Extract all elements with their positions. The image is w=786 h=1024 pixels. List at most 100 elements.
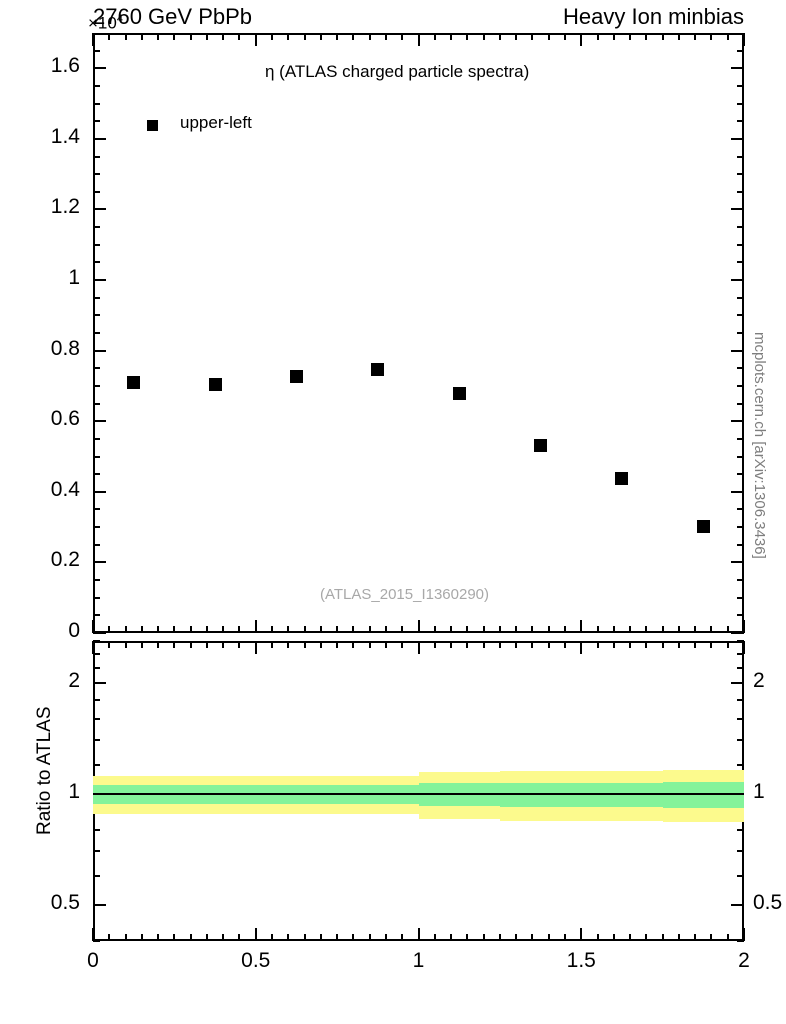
x-tick-ratio: [498, 934, 501, 941]
ratio-y-axis-label: Ratio to ATLAS: [34, 706, 55, 836]
x-tick-ratio: [547, 934, 550, 941]
y-tick-ratio: [737, 739, 744, 742]
x-tick-ratio: [710, 641, 713, 648]
y-tick-label: 1.6: [50, 54, 80, 78]
y-tick-main: [737, 173, 744, 176]
y-tick-main: [737, 455, 744, 458]
x-tick-main: [271, 33, 274, 40]
y-tick-main: [93, 632, 106, 634]
x-tick-main: [466, 33, 469, 40]
y-tick-ratio: [93, 652, 100, 655]
y-tick-ratio: [93, 828, 100, 831]
y-tick-ratio: [737, 875, 744, 877]
x-tick-main: [92, 33, 94, 46]
x-tick-ratio: [694, 934, 697, 941]
x-tick-main: [368, 626, 371, 633]
x-tick-main: [694, 626, 697, 633]
y-tick-main: [737, 437, 744, 440]
x-tick-main: [694, 33, 697, 40]
x-tick-ratio: [450, 934, 453, 941]
x-tick-ratio: [124, 641, 127, 648]
y-tick-ratio: [93, 666, 100, 669]
x-tick-ratio: [222, 934, 225, 941]
y-tick-main: [737, 526, 744, 529]
y-tick-ratio: [737, 682, 744, 685]
x-tick-ratio: [433, 934, 436, 941]
x-tick-ratio: [450, 641, 453, 648]
x-tick-ratio: [384, 934, 387, 941]
y-tick-ratio: [93, 875, 100, 877]
x-tick-ratio: [401, 934, 404, 941]
x-tick-main: [596, 626, 599, 633]
y-tick-main: [93, 420, 106, 423]
y-tick-label: 1.2: [50, 195, 80, 219]
y-tick-main: [737, 49, 744, 52]
y-tick-ratio: [737, 652, 744, 655]
x-tick-ratio: [547, 641, 550, 648]
x-tick-ratio: [498, 641, 501, 648]
x-tick-main: [140, 626, 143, 633]
data-point-marker: [615, 472, 629, 486]
x-tick-ratio: [466, 641, 469, 648]
x-tick-ratio: [612, 641, 615, 648]
analysis-id-watermark: (ATLAS_2015_I1360290): [320, 586, 490, 603]
x-tick-ratio: [173, 934, 176, 941]
x-tick-ratio: [563, 641, 566, 648]
y-tick-main: [93, 402, 100, 405]
y-tick-main: [737, 402, 744, 405]
x-tick-label: 2: [738, 949, 750, 972]
y-tick-ratio: [737, 698, 744, 701]
x-tick-ratio: [531, 934, 534, 941]
x-tick-main: [629, 33, 632, 40]
x-tick-main: [222, 33, 225, 40]
x-tick-main: [238, 33, 241, 40]
x-tick-main: [482, 33, 485, 40]
y-tick-label: 0.6: [50, 407, 80, 431]
x-tick-main: [531, 33, 534, 40]
y-tick-main: [731, 632, 744, 634]
x-tick-main: [547, 33, 550, 40]
y-tick-main: [93, 561, 106, 564]
x-tick-main: [580, 33, 583, 46]
x-tick-ratio: [287, 934, 290, 941]
y-tick-main: [93, 614, 100, 617]
x-tick-ratio: [645, 641, 648, 648]
y-tick-main: [93, 384, 100, 387]
x-tick-main: [531, 626, 534, 633]
x-tick-main: [417, 33, 420, 46]
header-left-text: 2760 GeV PbPb: [93, 4, 253, 29]
x-tick-ratio: [92, 928, 94, 941]
y-tick-ratio: [93, 763, 100, 766]
y-tick-main: [737, 261, 744, 264]
x-tick-main: [173, 626, 176, 633]
x-tick-ratio: [140, 934, 143, 941]
y-tick-ratio: [737, 850, 744, 853]
x-tick-ratio: [661, 641, 664, 648]
x-tick-ratio: [352, 641, 355, 648]
x-tick-main: [124, 626, 127, 633]
y-tick-ratio: [737, 763, 744, 766]
ratio-y-tick-label-right: 0.5: [753, 891, 783, 915]
x-tick-ratio: [596, 641, 599, 648]
x-tick-ratio: [515, 641, 518, 648]
x-tick-ratio: [645, 934, 648, 941]
ratio-y-tick-label-right: 2: [753, 669, 765, 693]
y-tick-ratio: [737, 828, 744, 831]
x-tick-main: [450, 33, 453, 40]
y-tick-main: [731, 67, 744, 70]
x-tick-ratio: [629, 641, 632, 648]
x-tick-ratio: [303, 641, 306, 648]
x-tick-main: [319, 626, 322, 633]
y-tick-main: [93, 543, 100, 546]
x-tick-ratio: [531, 641, 534, 648]
x-tick-main: [352, 626, 355, 633]
y-tick-main: [731, 349, 744, 352]
x-tick-ratio: [352, 934, 355, 941]
ratio-y-tick-label-right: 1: [753, 780, 765, 804]
scale-exponent: 4: [116, 13, 123, 25]
x-tick-main: [140, 33, 143, 40]
x-tick-ratio: [596, 934, 599, 941]
x-tick-ratio: [124, 934, 127, 941]
plot-title: η (ATLAS charged particle spectra): [265, 62, 530, 81]
